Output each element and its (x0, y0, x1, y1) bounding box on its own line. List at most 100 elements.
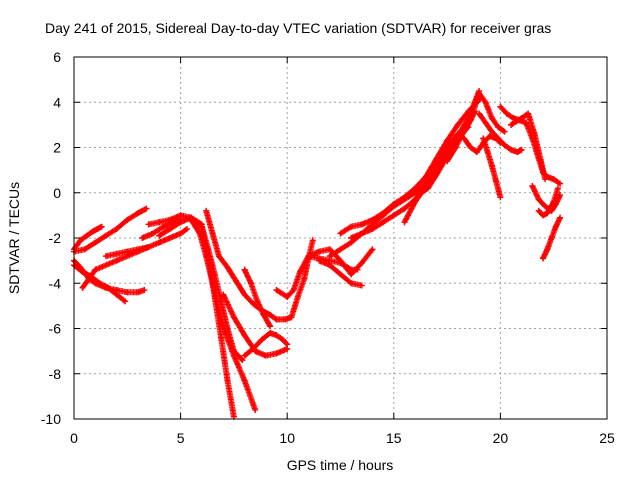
grid-lines (74, 57, 607, 419)
data-point (529, 182, 536, 189)
data-point (424, 185, 431, 192)
data-point (488, 128, 495, 135)
data-point (544, 246, 551, 253)
data-point (205, 246, 212, 253)
series-22 (348, 87, 483, 241)
data-point (535, 196, 542, 203)
data-point (412, 185, 419, 192)
data-point (98, 223, 105, 230)
series-32 (540, 214, 564, 262)
data-point (493, 178, 500, 185)
data-point (369, 225, 376, 232)
data-point (358, 230, 365, 237)
data-point (501, 128, 508, 135)
data-point (326, 262, 333, 269)
data-point (495, 124, 502, 131)
data-point (262, 352, 269, 359)
data-point (203, 207, 210, 214)
data-point (544, 210, 551, 217)
x-axis-label: GPS time / hours (287, 457, 394, 473)
data-point (177, 219, 184, 226)
data-point (542, 203, 549, 210)
data-point (316, 257, 323, 264)
data-point (282, 316, 289, 323)
data-point (326, 246, 333, 253)
data-point (143, 205, 150, 212)
data-point (337, 257, 344, 264)
x-tick-label: 15 (386, 430, 402, 446)
data-point (552, 223, 559, 230)
data-point (537, 158, 544, 165)
data-point (230, 348, 237, 355)
data-point (241, 377, 248, 384)
data-point (134, 289, 141, 296)
data-point (102, 232, 109, 239)
data-point (469, 110, 476, 117)
y-tick-label: -8 (49, 366, 62, 382)
data-point (94, 225, 101, 232)
data-point (124, 248, 131, 255)
data-point (454, 121, 461, 128)
data-point (156, 239, 163, 246)
data-point (473, 149, 480, 156)
data-point (488, 115, 495, 122)
data-point (467, 144, 474, 151)
data-point (326, 253, 333, 260)
data-point (461, 126, 468, 133)
data-point (495, 135, 502, 142)
data-point (105, 284, 112, 291)
data-point (224, 325, 231, 332)
y-tick-label: 0 (53, 185, 61, 201)
x-tick-label: 5 (177, 430, 185, 446)
data-point (279, 336, 286, 343)
data-point (482, 119, 489, 126)
data-point (337, 271, 344, 278)
data-point (418, 189, 425, 196)
y-tick-label: -10 (41, 411, 61, 427)
data-point (348, 235, 355, 241)
data-point (177, 212, 184, 219)
data-point (461, 135, 468, 142)
data-point (540, 212, 547, 219)
data-point (230, 314, 237, 321)
data-point (96, 280, 103, 287)
data-point (83, 232, 90, 239)
x-tick-label: 10 (279, 430, 295, 446)
data-point (239, 357, 246, 364)
series-15 (241, 266, 274, 330)
data-point (550, 198, 557, 205)
data-point (348, 271, 355, 278)
data-point (218, 334, 225, 341)
data-point (250, 300, 257, 307)
data-point (518, 115, 525, 122)
data-point (358, 259, 365, 266)
data-point (284, 293, 291, 300)
data-point (141, 287, 148, 294)
data-point (122, 298, 129, 305)
data-point (166, 216, 173, 223)
data-point (183, 225, 190, 232)
data-point (401, 194, 408, 201)
x-axis-ticks: 0 5 10 15 20 25 (70, 57, 615, 446)
data-point (220, 291, 227, 298)
data-point (218, 298, 225, 305)
data-point (215, 253, 222, 260)
y-axis-ticks: -10 -8 -6 -4 -2 0 2 4 6 (41, 49, 607, 427)
x-tick-label: 0 (70, 430, 78, 446)
data-point (241, 352, 248, 359)
data-point (134, 246, 141, 253)
data-point (209, 230, 216, 237)
data-point (284, 341, 291, 348)
data-point (113, 250, 120, 257)
data-point (557, 180, 564, 187)
data-point (124, 289, 131, 296)
data-point (79, 268, 86, 275)
data-point (531, 130, 538, 137)
data-point (358, 221, 365, 228)
data-point (145, 244, 152, 251)
data-point (542, 176, 549, 183)
data-point (196, 230, 203, 237)
data-point (557, 214, 564, 221)
data-point (369, 216, 376, 223)
